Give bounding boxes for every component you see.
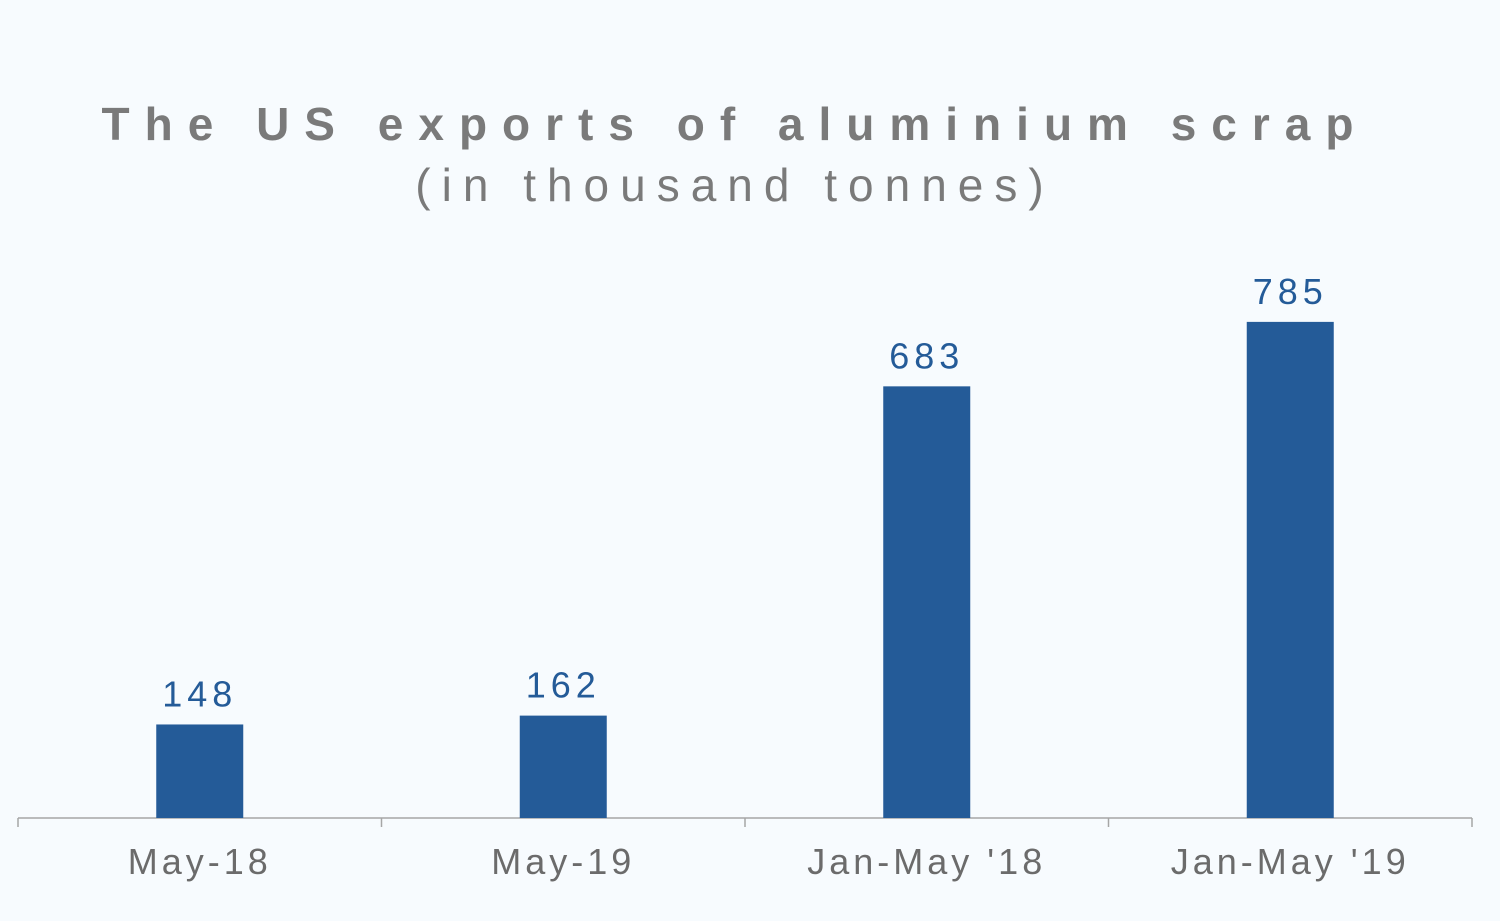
- x-tick-label: Jan-May '19: [1171, 841, 1410, 882]
- bar: [156, 724, 244, 818]
- data-label: 683: [889, 335, 964, 376]
- x-tick-label: May-19: [491, 841, 635, 882]
- data-label: 162: [526, 665, 601, 706]
- chart-subtitle: (in thousand tonnes): [415, 159, 1054, 211]
- data-label: 148: [162, 673, 237, 714]
- bar: [883, 386, 971, 818]
- x-tick-label: May-18: [128, 841, 272, 882]
- chart-title: The US exports of aluminium scrap: [102, 98, 1369, 150]
- plot-area: 148 May-18 162 May-19 683 Jan-May '18 785 Jan-M…: [17, 271, 1473, 882]
- data-label: 785: [1253, 271, 1328, 312]
- x-tick-label: Jan-May '18: [807, 841, 1046, 882]
- bar: [1246, 321, 1334, 818]
- bar: [519, 715, 607, 818]
